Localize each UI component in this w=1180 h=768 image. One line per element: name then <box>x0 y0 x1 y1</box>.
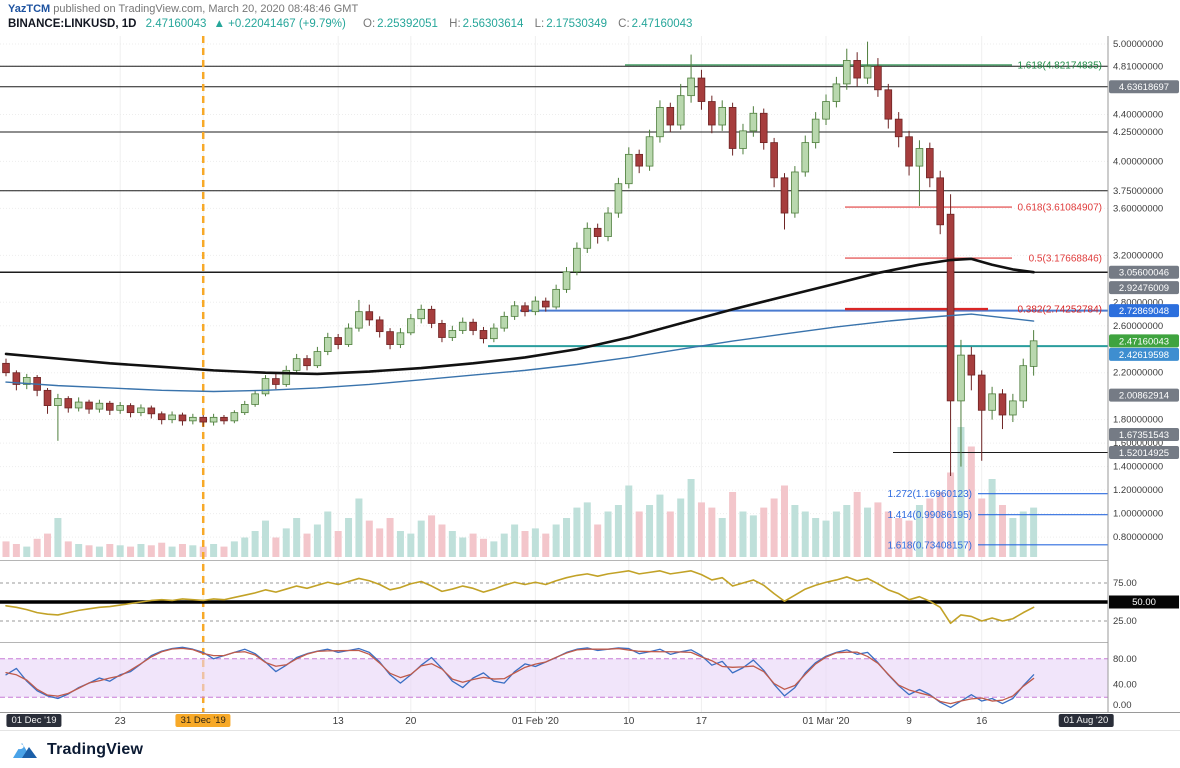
rsi-pane <box>0 570 1108 625</box>
price-change: ▲ +0.22041467 (+9.79%) <box>213 18 346 30</box>
time-label: 23 <box>114 716 126 727</box>
svg-text:2.92476009: 2.92476009 <box>1119 283 1169 294</box>
svg-text:2.60000000: 2.60000000 <box>1113 321 1163 332</box>
time-label: 10 <box>623 716 635 727</box>
svg-text:0.80000000: 0.80000000 <box>1113 532 1163 543</box>
time-axis[interactable]: 01 Dec '19 23 31 Dec '19 13 20 01 Feb '20 10 17… <box>0 712 1180 730</box>
open-label: O: <box>363 18 376 30</box>
svg-text:0.00: 0.00 <box>1113 700 1132 711</box>
svg-text:4.63618697: 4.63618697 <box>1119 82 1169 93</box>
high-label: H: <box>449 18 461 30</box>
symbol-info-row: BINANCE:LINKUSD, 1D 2.47160043 ▲ +0.2204… <box>8 16 1172 32</box>
svg-text:4.81000000: 4.81000000 <box>1113 61 1163 72</box>
svg-text:3.60000000: 3.60000000 <box>1113 203 1163 214</box>
tradingview-logo-text[interactable]: TradingView <box>47 740 144 758</box>
pane-separators <box>0 560 1180 643</box>
svg-text:2.72869048: 2.72869048 <box>1119 306 1169 317</box>
svg-text:2.80000000: 2.80000000 <box>1113 297 1163 308</box>
svg-text:0.5(3.17668846): 0.5(3.17668846) <box>1029 254 1102 265</box>
svg-text:2.47160043: 2.47160043 <box>1119 336 1169 347</box>
svg-text:0.382(2.74252784): 0.382(2.74252784) <box>1017 305 1102 316</box>
svg-text:4.00000000: 4.00000000 <box>1113 156 1163 167</box>
svg-text:25.00: 25.00 <box>1113 616 1137 627</box>
svg-text:2.42619598: 2.42619598 <box>1119 350 1169 361</box>
svg-text:1.40000000: 1.40000000 <box>1113 462 1163 473</box>
price-axis[interactable]: 5.00000000 4.81000000 4.40000000 4.25000000… <box>1107 36 1180 712</box>
time-label: 16 <box>976 716 988 727</box>
svg-text:1.60000000: 1.60000000 <box>1113 438 1163 449</box>
time-label: 01 Aug '20 <box>1058 714 1114 727</box>
svg-text:1.618(4.82174835): 1.618(4.82174835) <box>1017 60 1102 71</box>
svg-text:2.00862914: 2.00862914 <box>1119 391 1169 402</box>
author-link[interactable]: YazTCM <box>8 3 51 15</box>
svg-text:2.20000000: 2.20000000 <box>1113 368 1163 379</box>
svg-text:1.67351543: 1.67351543 <box>1119 430 1169 441</box>
svg-text:1.00000000: 1.00000000 <box>1113 509 1163 520</box>
moving-averages <box>4 257 1035 393</box>
publish-info: YazTCM published on TradingView.com, Mar… <box>8 2 1172 16</box>
time-label: 01 Mar '20 <box>802 716 850 727</box>
low-value: 2.17530349 <box>546 18 607 30</box>
svg-text:3.05600046: 3.05600046 <box>1119 268 1169 279</box>
last-price: 2.47160043 <box>145 18 207 30</box>
chart-canvas[interactable]: 1.618(4.82174835) 0.618(3.61084907) 0.5(3.… <box>0 36 1180 712</box>
open-value: 2.25392051 <box>377 18 438 30</box>
time-label: 9 <box>906 716 912 727</box>
svg-text:4.25000000: 4.25000000 <box>1113 127 1163 138</box>
svg-text:75.00: 75.00 <box>1113 578 1137 589</box>
svg-text:1.20000000: 1.20000000 <box>1113 485 1163 496</box>
svg-text:3.75000000: 3.75000000 <box>1113 186 1163 197</box>
low-label: L: <box>534 18 545 30</box>
svg-text:50.00: 50.00 <box>1132 597 1156 608</box>
svg-text:5.00000000: 5.00000000 <box>1113 39 1163 50</box>
svg-text:1.80000000: 1.80000000 <box>1113 415 1163 426</box>
fibonacci-levels: 1.618(4.82174835) 0.618(3.61084907) 0.5(3.… <box>625 60 1108 551</box>
svg-text:1.618(0.73408157): 1.618(0.73408157) <box>887 540 972 551</box>
symbol-title: BINANCE:LINKUSD, 1D <box>8 18 137 30</box>
high-value: 2.56303614 <box>462 18 524 30</box>
svg-text:1.52014925: 1.52014925 <box>1119 448 1169 459</box>
session-break-label: 31 Dec '19 <box>175 714 231 727</box>
candles <box>2 41 1038 477</box>
volume-bars <box>2 427 1038 557</box>
svg-text:40.00: 40.00 <box>1113 679 1137 690</box>
svg-text:0.618(3.61084907): 0.618(3.61084907) <box>1017 203 1102 214</box>
time-label: 20 <box>405 716 417 727</box>
svg-text:1.272(1.16960123): 1.272(1.16960123) <box>887 489 972 500</box>
time-label: 01 Dec '19 <box>6 714 62 727</box>
close-value: 2.47160043 <box>631 18 693 30</box>
footer: TradingView <box>0 730 1180 768</box>
svg-text:80.00: 80.00 <box>1113 654 1137 665</box>
time-label: 13 <box>332 716 344 727</box>
svg-text:3.20000000: 3.20000000 <box>1113 250 1163 261</box>
time-label: 17 <box>695 716 708 727</box>
svg-text:4.40000000: 4.40000000 <box>1113 109 1163 120</box>
svg-text:1.414(0.99086195): 1.414(0.99086195) <box>887 510 972 521</box>
stochastic-pane <box>0 646 1108 709</box>
horizontal-lines <box>0 65 1108 454</box>
tradingview-logo-icon[interactable] <box>10 739 40 760</box>
time-label: 01 Feb '20 <box>511 716 559 727</box>
chart-header: YazTCM published on TradingView.com, Mar… <box>0 0 1180 36</box>
close-label: C: <box>618 18 630 30</box>
publish-text: published on TradingView.com, March 20, … <box>50 3 359 15</box>
